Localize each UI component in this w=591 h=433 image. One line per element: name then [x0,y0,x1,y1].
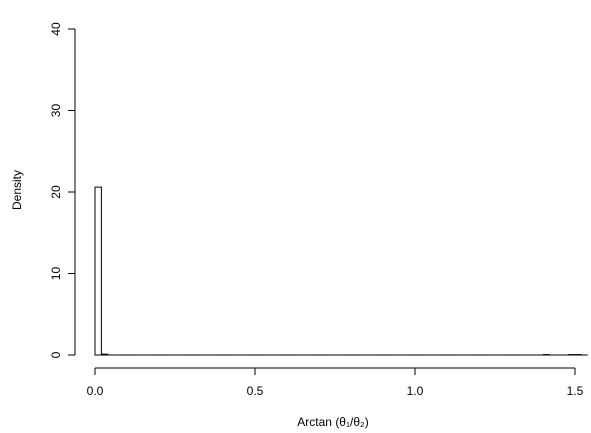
x-axis-title: Arctan (θ₁/θ₂) [297,415,368,429]
y-axis-title: Density [10,170,24,210]
bar [94,186,102,356]
y-tick-label: 40 [49,22,63,36]
x-tick-label: 1.0 [407,384,424,398]
y-tick-label: 30 [49,104,63,118]
x-tick-label: 0.5 [247,384,264,398]
x-tick-label: 0.0 [87,384,104,398]
y-tick-label: 10 [49,267,63,281]
bar [100,353,109,356]
y-tick-label: 0 [49,351,63,358]
y-tick-label: 20 [49,185,63,199]
x-tick-label: 1.5 [567,384,584,398]
